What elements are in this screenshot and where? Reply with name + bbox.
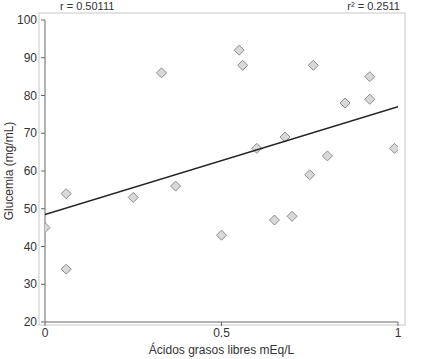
x-tick-label: 1 [395,326,402,340]
point [61,264,71,274]
point [365,94,375,104]
y-tick-label: 80 [24,89,38,103]
point [238,60,248,70]
y-tick-label: 40 [24,240,38,254]
y-tick-label: 20 [24,315,38,329]
point [389,143,398,153]
point [217,230,227,240]
y-tick-label: 30 [24,277,38,291]
chart: 20 30 40 50 60 70 80 90 100 0 0.5 1 Ácidos grasos li… [0,0,429,359]
point [287,211,297,221]
point [156,68,166,78]
y-tick [41,20,45,21]
point [171,181,181,191]
point [340,98,350,108]
y-tick [41,284,45,285]
y-tick-label: 70 [24,126,38,140]
plot-frame [39,13,405,325]
point [322,151,332,161]
x-axis-title: Ácidos grasos libres mEq/L [149,342,295,357]
point [308,60,318,70]
point [128,192,138,202]
trend-line [45,107,398,215]
point [365,72,375,82]
y-tick [41,322,45,323]
y-tick-label: 90 [24,51,38,65]
y-tick [41,171,45,172]
y-tick [41,95,45,96]
y-tick-label: 60 [24,164,38,178]
point [61,189,71,199]
y-tick-label: 100 [17,13,37,27]
y-tick [41,57,45,58]
point [305,170,315,180]
annotation: r² = 0.2511 [347,0,400,12]
x-tick-label: 0 [42,326,49,340]
plot-area [45,45,398,274]
point [45,223,50,233]
y-tick [41,246,45,247]
point [269,215,279,225]
point [234,45,244,55]
y-tick [41,133,45,134]
x-tick-label: 0.5 [213,326,230,340]
y-tick-label: 50 [24,202,38,216]
annotation: r = 0.50111 [60,0,114,12]
y-tick [41,208,45,209]
y-axis-title: Glucemia (mg/mL) [2,122,16,221]
